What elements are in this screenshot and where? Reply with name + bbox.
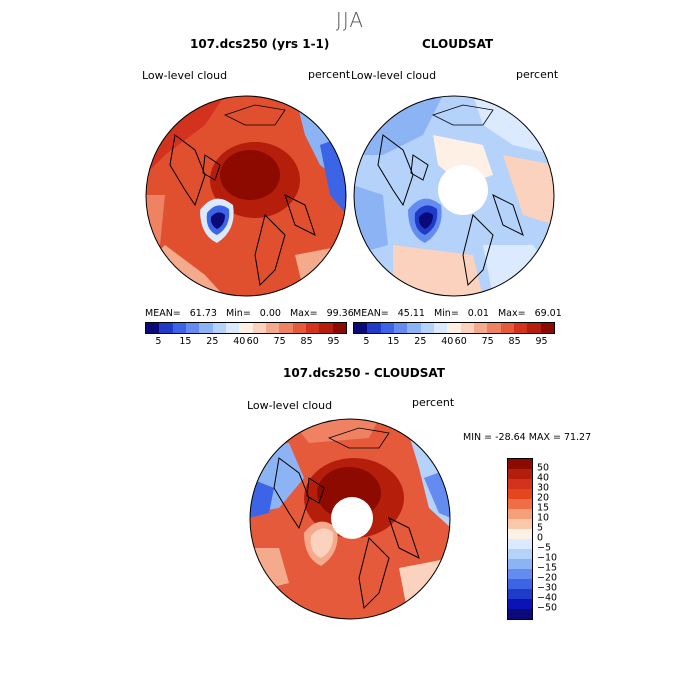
colorbar-tick-label: 60 [454, 336, 467, 347]
colorbar-swatch [354, 323, 368, 333]
diff-colorbar [507, 458, 533, 620]
diff-colorbar-ticks: 50 40 30 20 15 10 5 0 −5 −10 −15 −20 −30 −40 −50 [537, 458, 577, 618]
colorbar-tick-label: 95 [327, 336, 340, 347]
colorbar-swatch [146, 323, 160, 333]
colorbar-swatch [265, 323, 280, 333]
colorbar-tick-label: 5 [155, 336, 162, 347]
colorbar-tick-label: 15 [387, 336, 400, 347]
colorbar-swatch [508, 589, 532, 599]
colorbar-swatch [380, 323, 394, 333]
colorbar-swatch [185, 323, 200, 333]
obs-colorbar: 5 15 25 40 60 75 85 95 [353, 322, 555, 348]
season-title: JJA [335, 8, 365, 32]
colorbar-swatch [508, 559, 532, 569]
colorbar-swatch [500, 323, 514, 333]
colorbar-tick-label: 95 [535, 336, 548, 347]
obs-units-label: percent [516, 68, 559, 81]
colorbar-swatch [199, 323, 213, 333]
colorbar-tick-label: 85 [300, 336, 313, 347]
colorbar-swatch [279, 323, 293, 333]
colorbar-tick-label: 20 [537, 492, 550, 504]
diff-variable-label: Low-level cloud [247, 399, 333, 412]
colorbar-swatch [319, 323, 333, 333]
colorbar-swatch [508, 529, 532, 539]
colorbar-swatch [487, 323, 501, 333]
colorbar-swatch [172, 323, 186, 333]
colorbar-swatch [460, 323, 474, 333]
model-colorbar: 5 15 25 40 60 75 85 95 [145, 322, 347, 348]
colorbar-tick-label: −20 [537, 572, 558, 584]
model-variable-label: Low-level cloud [142, 69, 228, 82]
obs-variable-label: Low-level cloud [351, 69, 437, 82]
colorbar-tick-label: 75 [481, 336, 494, 347]
colorbar-tick-label: −10 [537, 552, 558, 564]
colorbar-swatch [433, 323, 448, 333]
colorbar-tick-label: 30 [537, 482, 550, 494]
colorbar-tick-label: 5 [537, 522, 544, 534]
colorbar-tick-label: 50 [537, 462, 550, 474]
colorbar-tick-label: −40 [537, 592, 558, 604]
model-stats: MEAN= 61.73 Min= 0.00 Max= 99.36 [145, 308, 354, 319]
colorbar-tick-label: 25 [414, 336, 427, 347]
colorbar-tick-label: 0 [537, 532, 544, 544]
colorbar-swatch [527, 323, 541, 333]
colorbar-swatch [239, 323, 253, 333]
colorbar-swatch [508, 549, 532, 559]
diff-panel-title: 107.dcs250 - CLOUDSAT [283, 366, 445, 380]
colorbar-tick-label: 15 [179, 336, 192, 347]
colorbar-swatch [508, 509, 532, 519]
colorbar-tick-label: 10 [537, 512, 550, 524]
obs-panel-title: CLOUDSAT [422, 37, 494, 51]
colorbar-swatch [225, 323, 240, 333]
obs-polar-map [353, 95, 555, 297]
colorbar-swatch [305, 323, 320, 333]
diff-polar-map [249, 418, 451, 620]
colorbar-swatch [159, 323, 173, 333]
colorbar-swatch [212, 323, 226, 333]
model-units-label: percent [308, 68, 351, 81]
obs-stats: MEAN= 45.11 Min= 0.01 Max= 69.01 [353, 308, 562, 319]
colorbar-swatch [252, 323, 266, 333]
colorbar-tick-label: 60 [246, 336, 259, 347]
colorbar-swatch [508, 599, 532, 609]
colorbar-swatch [508, 489, 532, 499]
diff-units-label: percent [412, 396, 455, 409]
colorbar-swatch [540, 323, 554, 333]
colorbar-swatch [508, 519, 532, 529]
colorbar-swatch [393, 323, 408, 333]
colorbar-swatch [508, 469, 532, 479]
colorbar-swatch [508, 569, 532, 579]
colorbar-swatch [407, 323, 421, 333]
colorbar-swatch [508, 579, 532, 589]
colorbar-tick-label: 85 [508, 336, 521, 347]
colorbar-tick-label: −30 [537, 582, 558, 594]
colorbar-swatch [447, 323, 461, 333]
colorbar-swatch [473, 323, 488, 333]
colorbar-swatch [508, 479, 532, 489]
colorbar-swatch [292, 323, 306, 333]
colorbar-swatch [513, 323, 528, 333]
colorbar-swatch [508, 539, 532, 549]
colorbar-tick-label: 5 [363, 336, 370, 347]
colorbar-tick-label: −50 [537, 602, 558, 614]
colorbar-swatch [508, 499, 532, 509]
colorbar-tick-label: 40 [233, 336, 246, 347]
colorbar-tick-label: 75 [273, 336, 286, 347]
model-polar-map [145, 95, 347, 297]
colorbar-swatch [508, 459, 532, 469]
colorbar-swatch [367, 323, 381, 333]
colorbar-tick-label: −5 [537, 542, 552, 554]
colorbar-tick-label: 40 [441, 336, 454, 347]
colorbar-swatch [420, 323, 434, 333]
model-panel-title: 107.dcs250 (yrs 1-1) [190, 37, 330, 51]
colorbar-swatch [508, 609, 532, 619]
colorbar-tick-label: 15 [537, 502, 550, 514]
diff-minmax: MIN = -28.64 MAX = 71.27 [463, 432, 592, 443]
colorbar-tick-label: 40 [537, 472, 550, 484]
colorbar-tick-label: −15 [537, 562, 558, 574]
colorbar-swatch [332, 323, 346, 333]
colorbar-tick-label: 25 [206, 336, 219, 347]
